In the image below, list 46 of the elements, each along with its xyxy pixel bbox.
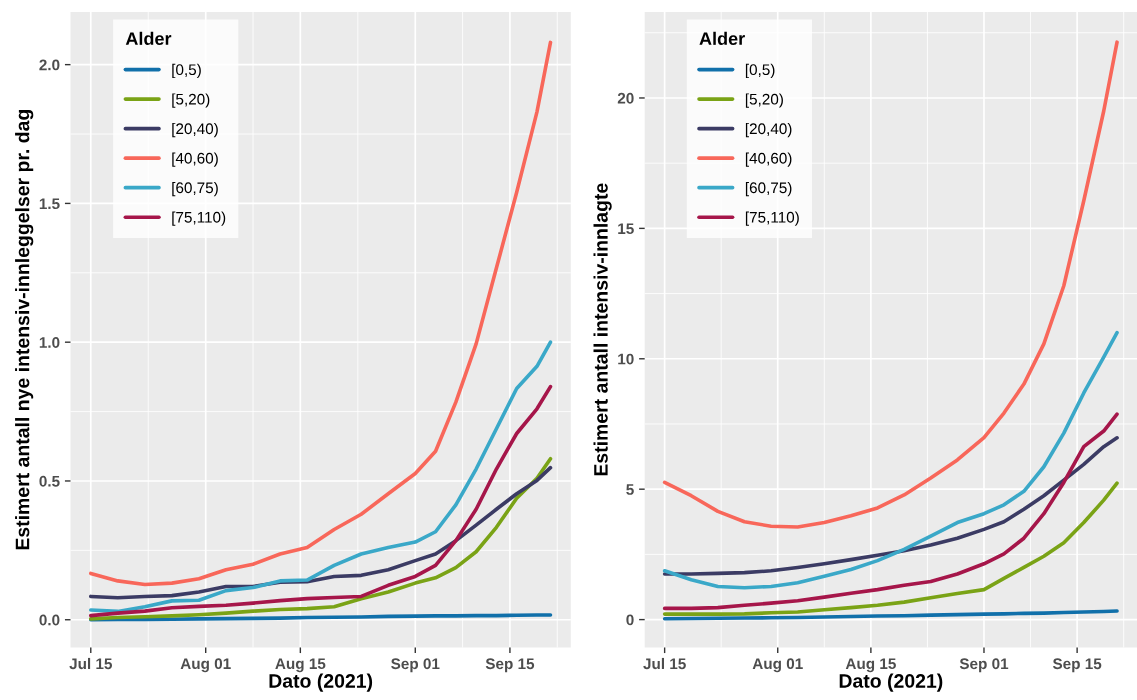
line-series bbox=[662, 436, 1119, 576]
x-tick-label: Sep 15 bbox=[485, 658, 535, 673]
x-tick-label: Jul 15 bbox=[69, 657, 113, 670]
y-axis-title: Estimert antall intensiv-innlagte bbox=[593, 183, 612, 476]
x-tick-label: Sep 01 bbox=[391, 658, 440, 673]
line-series bbox=[88, 384, 553, 618]
legend-label: [75,110) bbox=[745, 211, 799, 226]
y-tick-label: 1.0 bbox=[39, 337, 60, 348]
legend-label: [0,5) bbox=[172, 63, 201, 79]
y-tick-label: 5 bbox=[626, 484, 634, 495]
x-axis-title: Dato (2021) bbox=[269, 673, 373, 692]
y-tick-label: 1.5 bbox=[39, 198, 60, 210]
y-tick-label: 0 bbox=[626, 614, 634, 626]
legend-label: [5,20) bbox=[172, 93, 210, 108]
y-tick-label: 2.0 bbox=[39, 59, 60, 71]
y-tick-label: 0.0 bbox=[39, 614, 60, 626]
y-tick-label: 20 bbox=[617, 92, 634, 104]
legend-label: [75,110) bbox=[172, 211, 226, 226]
line-series bbox=[662, 412, 1119, 611]
line-series bbox=[662, 481, 1119, 616]
legend-title: Alder bbox=[699, 31, 745, 46]
line-series bbox=[88, 340, 553, 614]
x-tick-label: Aug 15 bbox=[275, 658, 326, 673]
legend-label: [20,40) bbox=[172, 122, 218, 138]
legend-title: Alder bbox=[125, 31, 172, 46]
legend-label: [60,75) bbox=[745, 181, 792, 197]
x-tick-label: Sep 01 bbox=[959, 658, 1009, 673]
legend-label: [40,60) bbox=[172, 152, 218, 167]
legend-label: [40,60) bbox=[745, 152, 792, 167]
legend-label: [20,40) bbox=[745, 122, 792, 138]
x-tick-label: Aug 15 bbox=[845, 658, 896, 673]
x-tick-label: Jul 15 bbox=[643, 657, 686, 670]
line-series bbox=[662, 330, 1119, 590]
x-axis-title: Dato (2021) bbox=[839, 673, 943, 692]
y-tick-label: 15 bbox=[618, 223, 634, 235]
y-tick-label: 0.5 bbox=[39, 475, 60, 487]
line-series bbox=[88, 456, 553, 621]
line-series bbox=[662, 609, 1119, 621]
y-tick-label: 10 bbox=[618, 353, 634, 365]
legend-label: [60,75) bbox=[172, 181, 218, 197]
x-tick-label: Sep 15 bbox=[1052, 658, 1102, 673]
legend-label: [5,20) bbox=[745, 93, 783, 108]
x-tick-label: Aug 01 bbox=[180, 658, 231, 673]
y-axis-title: Estimert antall nye intensiv-innleggelser pr. dag bbox=[15, 110, 34, 550]
x-tick-label: Aug 01 bbox=[752, 658, 803, 673]
legend-label: [0,5) bbox=[745, 63, 775, 79]
